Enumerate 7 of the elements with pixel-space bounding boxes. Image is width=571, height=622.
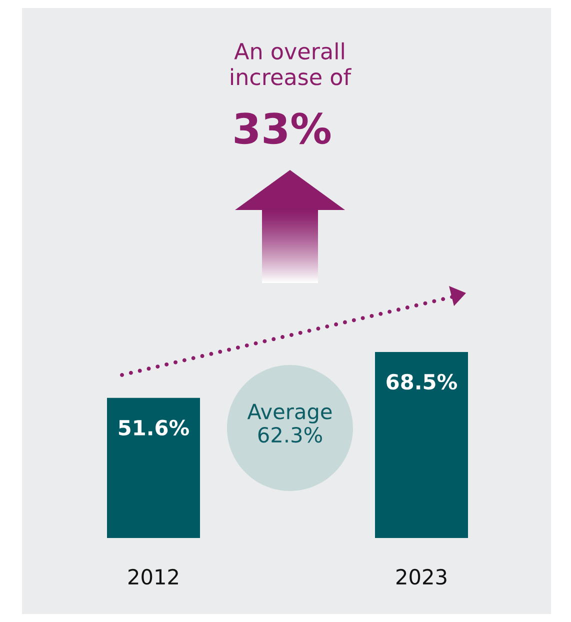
data-label: 51.6% — [118, 420, 189, 436]
chart-title: An overall increase of — [231, 42, 352, 86]
x-tick-label: 2012 — [128, 568, 178, 585]
x-tick-label: 2023 — [396, 568, 446, 585]
chart-subtitle: 33% — [234, 112, 331, 144]
data-label: 68.5% — [386, 374, 457, 390]
annotation: Average 62.3% — [247, 404, 332, 443]
